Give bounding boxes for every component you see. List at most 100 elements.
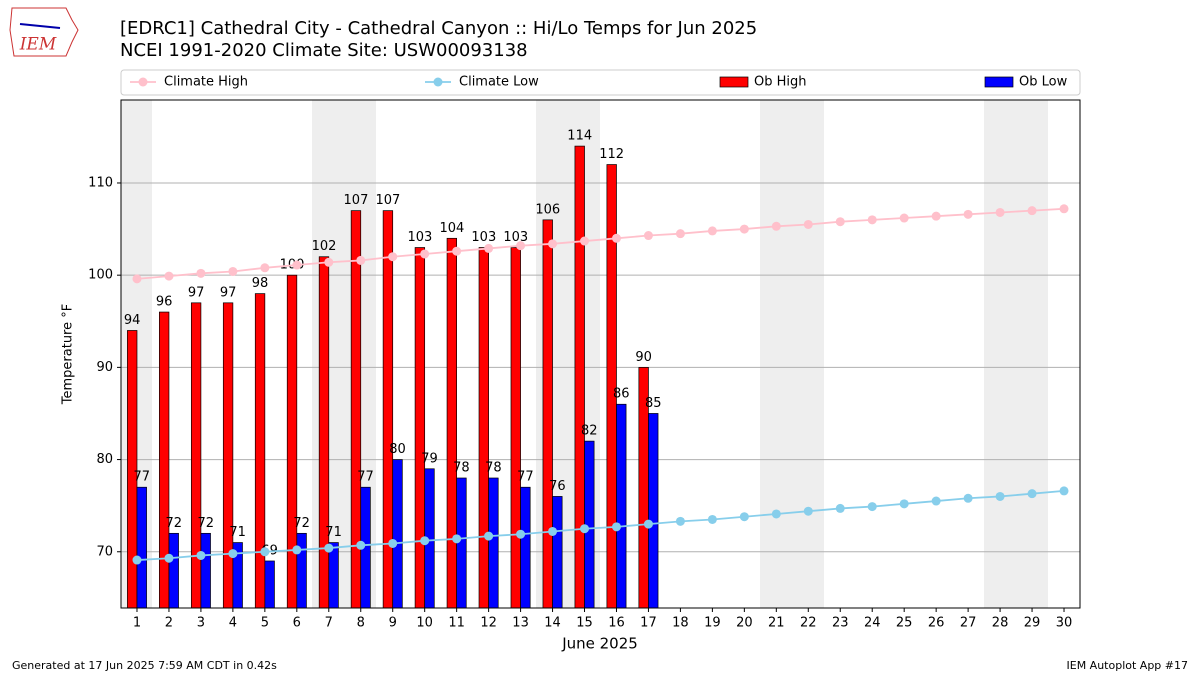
bar bbox=[159, 311, 170, 609]
value-label: 97 bbox=[188, 285, 205, 300]
value-label: 85 bbox=[645, 396, 662, 411]
line-marker bbox=[803, 506, 813, 516]
value-label: 78 bbox=[453, 461, 470, 476]
logo: IEM bbox=[9, 7, 79, 57]
x-tick-label: 3 bbox=[197, 616, 205, 631]
line-marker bbox=[132, 274, 142, 284]
line-marker bbox=[356, 540, 366, 550]
x-tick-label: 19 bbox=[704, 616, 721, 631]
line-marker bbox=[739, 512, 749, 522]
line-marker bbox=[452, 534, 462, 544]
x-tick-label: 14 bbox=[544, 616, 561, 631]
line-marker bbox=[164, 553, 174, 563]
line-marker bbox=[611, 522, 621, 532]
value-label: 107 bbox=[376, 193, 401, 208]
x-tick-label: 25 bbox=[896, 616, 913, 631]
line-marker bbox=[196, 550, 206, 560]
line-marker bbox=[995, 207, 1005, 217]
bar bbox=[200, 532, 211, 609]
x-tick-label: 12 bbox=[480, 616, 497, 631]
value-label: 94 bbox=[124, 313, 141, 328]
bar bbox=[648, 413, 659, 609]
line-marker bbox=[132, 555, 142, 565]
line-marker bbox=[260, 547, 270, 557]
x-tick-label: 23 bbox=[832, 616, 849, 631]
grid bbox=[121, 182, 1080, 553]
line-marker bbox=[643, 231, 653, 241]
value-label: 107 bbox=[344, 193, 369, 208]
bar bbox=[328, 542, 339, 609]
line-marker bbox=[867, 502, 877, 512]
line-marker bbox=[484, 531, 494, 541]
value-label: 103 bbox=[407, 230, 432, 245]
value-label: 102 bbox=[312, 239, 337, 254]
legend-swatch bbox=[984, 76, 1014, 88]
x-tick-label: 4 bbox=[229, 616, 237, 631]
x-tick-label: 8 bbox=[357, 616, 365, 631]
line-marker bbox=[516, 241, 526, 251]
bar bbox=[446, 237, 457, 609]
line-marker bbox=[707, 226, 717, 236]
footer-right: IEM Autoplot App #17 bbox=[1067, 659, 1189, 672]
legend-marker bbox=[433, 77, 443, 87]
line-marker bbox=[548, 526, 558, 536]
line-marker bbox=[164, 271, 174, 281]
value-label: 114 bbox=[567, 129, 592, 144]
x-tick-label: 29 bbox=[1024, 616, 1041, 631]
bar bbox=[190, 302, 202, 609]
value-label: 79 bbox=[421, 451, 438, 466]
line-marker bbox=[771, 221, 781, 231]
x-tick-label: 6 bbox=[293, 616, 301, 631]
line bbox=[136, 490, 1065, 561]
x-tick-label: 30 bbox=[1056, 616, 1073, 631]
x-tick-label: 11 bbox=[448, 616, 465, 631]
x-tick-label: 21 bbox=[768, 616, 785, 631]
bar bbox=[382, 210, 394, 609]
x-axis-label: June 2025 bbox=[561, 635, 638, 653]
x-tick-label: 24 bbox=[864, 616, 881, 631]
bar bbox=[488, 477, 499, 609]
value-label: 72 bbox=[293, 516, 310, 531]
bar bbox=[542, 219, 553, 609]
line-marker bbox=[835, 503, 845, 513]
line-marker bbox=[260, 263, 270, 273]
value-label: 106 bbox=[535, 202, 560, 217]
value-label: 80 bbox=[389, 442, 406, 457]
legend-marker bbox=[138, 77, 148, 87]
bar bbox=[616, 403, 627, 609]
value-label: 98 bbox=[252, 276, 269, 291]
line-marker bbox=[963, 493, 973, 503]
value-label: 103 bbox=[503, 230, 528, 245]
bar bbox=[414, 247, 426, 609]
x-tick-label: 15 bbox=[576, 616, 593, 631]
line-marker bbox=[899, 499, 909, 509]
line bbox=[136, 207, 1065, 280]
line-marker bbox=[356, 255, 366, 265]
line-marker bbox=[324, 257, 334, 267]
y-axis-label: Temperature °F bbox=[61, 304, 76, 405]
line-marker bbox=[803, 219, 813, 229]
value-label: 82 bbox=[581, 424, 598, 439]
y-tick-label: 90 bbox=[96, 360, 113, 375]
line-marker bbox=[675, 516, 685, 526]
x-tick-label: 28 bbox=[992, 616, 1009, 631]
line-marker bbox=[995, 491, 1005, 501]
x-tick-label: 7 bbox=[325, 616, 333, 631]
line-marker bbox=[420, 249, 430, 259]
x-tick-label: 22 bbox=[800, 616, 817, 631]
line-marker bbox=[931, 211, 941, 221]
line-marker bbox=[1027, 206, 1037, 216]
line-marker bbox=[835, 217, 845, 227]
line-marker bbox=[963, 209, 973, 219]
x-tick-label: 9 bbox=[389, 616, 397, 631]
value-label: 103 bbox=[471, 230, 496, 245]
line-marker bbox=[707, 514, 717, 524]
value-label: 90 bbox=[635, 350, 652, 365]
x-tick-label: 16 bbox=[608, 616, 625, 631]
legend-label: Climate High bbox=[164, 75, 248, 90]
legend-label: Ob Low bbox=[1019, 75, 1068, 90]
line-marker bbox=[324, 543, 334, 553]
